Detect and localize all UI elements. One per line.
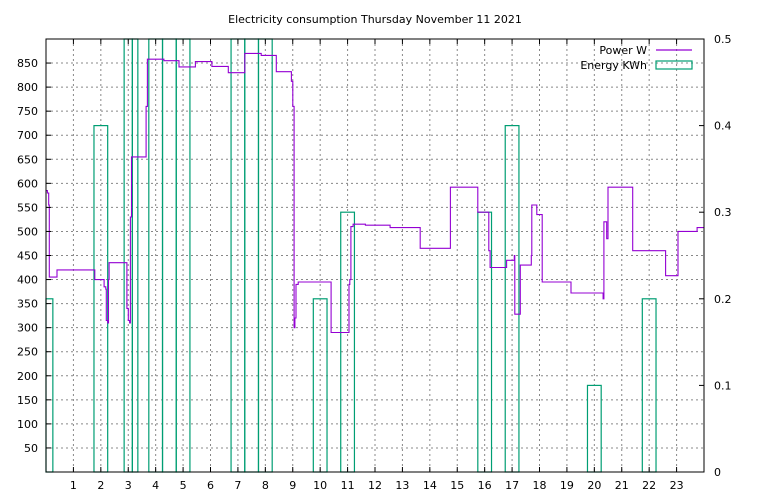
y2-tick-label: 0.5 [714, 33, 732, 46]
x-tick-label: 2 [97, 479, 104, 492]
y-tick-label: 500 [17, 225, 38, 238]
x-tick-label: 22 [642, 479, 656, 492]
x-tick-label: 13 [395, 479, 409, 492]
chart-title: Electricity consumption Thursday Novembe… [228, 13, 522, 26]
x-tick-label: 1 [70, 479, 77, 492]
y-tick-label: 800 [17, 81, 38, 94]
y-tick-label: 750 [17, 105, 38, 118]
y-tick-label: 850 [17, 57, 38, 70]
y2-tick-label: 0 [714, 466, 721, 479]
grid-layer [46, 39, 704, 472]
legend-label-energy: Energy KWh [580, 59, 647, 72]
y-tick-label: 450 [17, 250, 38, 263]
x-tick-label: 9 [289, 479, 296, 492]
y-tick-label: 600 [17, 177, 38, 190]
y-tick-label: 350 [17, 298, 38, 311]
y-tick-label: 400 [17, 274, 38, 287]
y-tick-label: 150 [17, 394, 38, 407]
legend-swatch-energy [655, 60, 693, 70]
x-tick-label: 17 [505, 479, 519, 492]
y2-tick-label: 0.4 [714, 120, 732, 133]
y2-tick-label: 0.1 [714, 379, 732, 392]
x-tick-label: 18 [533, 479, 547, 492]
y2-tick-label: 0.2 [714, 293, 732, 306]
power-line [46, 52, 704, 334]
x-tick-label: 12 [368, 479, 382, 492]
x-tick-label: 14 [423, 479, 437, 492]
x-tick-label: 11 [341, 479, 355, 492]
y-tick-label: 550 [17, 201, 38, 214]
y2-tick-label: 0.3 [714, 206, 732, 219]
x-tick-label: 5 [180, 479, 187, 492]
y-tick-label: 300 [17, 322, 38, 335]
y-tick-label: 200 [17, 370, 38, 383]
x-tick-label: 23 [670, 479, 684, 492]
x-tick-label: 8 [262, 479, 269, 492]
x-tick-label: 3 [125, 479, 132, 492]
x-tick-label: 6 [207, 479, 214, 492]
legend-label-power: Power W [599, 44, 647, 57]
x-tick-label: 10 [313, 479, 327, 492]
legend: Power W Energy KWh [580, 44, 693, 72]
power-series-layer [46, 52, 704, 334]
x-tick-label: 7 [234, 479, 241, 492]
x-tick-label: 16 [478, 479, 492, 492]
energy-bar [45, 298, 54, 473]
x-tick-label: 4 [152, 479, 159, 492]
x-tick-label: 19 [560, 479, 574, 492]
x-tick-label: 21 [615, 479, 629, 492]
y-tick-label: 700 [17, 129, 38, 142]
y-tick-label: 250 [17, 346, 38, 359]
x-tick-label: 15 [450, 479, 464, 492]
tick-layer: 1 2 3 4 5 6 7 8 9 10 11 12 13 14 15 16 17 18 19 20 21 22 23501… [17, 33, 732, 492]
x-tick-label: 20 [587, 479, 601, 492]
y-tick-label: 650 [17, 153, 38, 166]
y-tick-label: 50 [24, 442, 38, 455]
energy-bar [340, 211, 356, 473]
y-tick-label: 100 [17, 418, 38, 431]
energy-bar [161, 38, 177, 473]
